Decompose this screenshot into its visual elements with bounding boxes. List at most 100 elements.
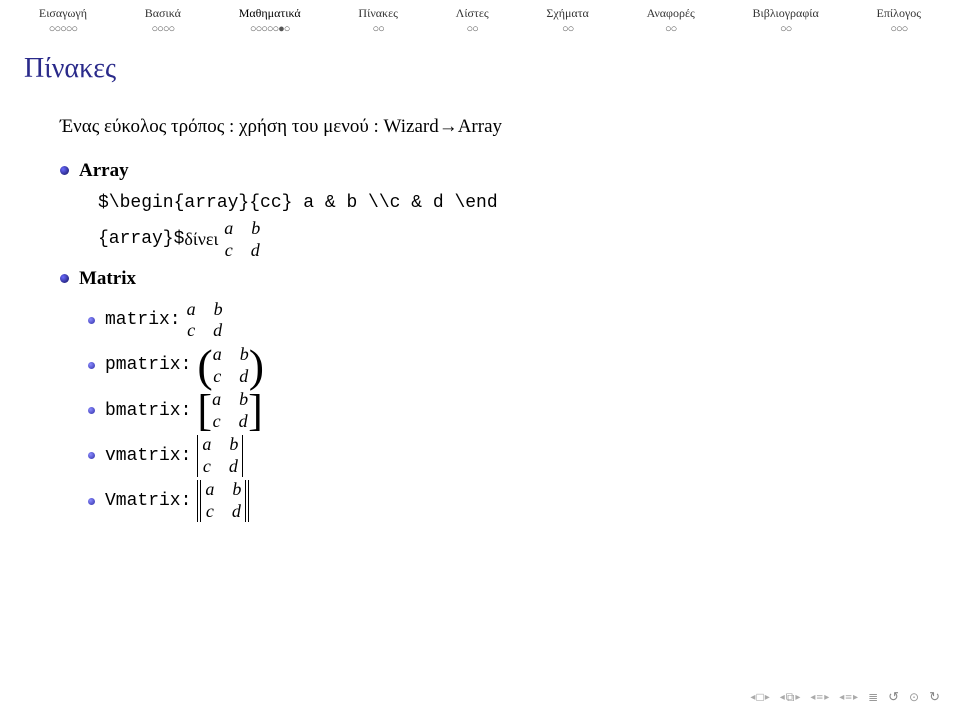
sub-item-vmatrix: vmatrix: ab cd: [60, 434, 960, 477]
m-cell: b: [240, 344, 249, 366]
m-cell: b: [214, 299, 223, 321]
sub-item-bmatrix: bmatrix: [ ab cd ]: [60, 389, 960, 432]
nav-label: Πίνακες: [358, 6, 397, 20]
nav-item[interactable]: Σχήματα ○○: [546, 6, 588, 35]
sub-bullet-icon: [88, 362, 95, 369]
matrix-display: ( ab cd ): [197, 344, 264, 387]
m-cell: c: [206, 501, 214, 523]
matrix-display: ab cd: [187, 299, 223, 342]
beamer-nav-footer: ◂□▸ ◂⧉▸ ◂≡▸ ◂≡▸ ≣ ↺ ⊙ ↻: [750, 689, 940, 705]
nav-label: Βασικά: [145, 6, 181, 20]
arrow-icon: →: [439, 116, 458, 137]
bullet-icon: [60, 274, 69, 283]
item-label: Array: [79, 157, 129, 185]
m-cell: d: [229, 456, 238, 478]
nav-prev-section[interactable]: ◂≡▸: [839, 690, 858, 705]
nav-item[interactable]: Επίλογος ○○○: [877, 6, 922, 35]
m-cell: d: [239, 411, 248, 433]
nav-item[interactable]: Λίστες ○○: [456, 6, 489, 35]
bullet-icon: [60, 166, 69, 175]
item-label: Matrix: [79, 265, 136, 293]
intro-suffix: Array: [458, 116, 502, 137]
nav-item[interactable]: Βασικά ○○○○: [145, 6, 181, 35]
nav-item-active[interactable]: Μαθηματικά ○○○○○●○: [239, 6, 301, 35]
page-title: Πίνακες: [0, 35, 960, 85]
m-cell: c: [213, 411, 221, 433]
nav-item[interactable]: Πίνακες ○○: [358, 6, 397, 35]
sub-item-matrix: matrix: ab cd: [60, 299, 960, 342]
env-name: matrix:: [105, 307, 181, 333]
m-cell: a: [202, 434, 211, 456]
nav-item[interactable]: Αναφορές ○○: [647, 6, 695, 35]
m-cell: a: [224, 218, 233, 240]
nav-progress-dots: ○○: [456, 23, 489, 35]
m-cell: c: [203, 456, 211, 478]
nav-forward-icon[interactable]: ↻: [929, 689, 940, 705]
nav-label: Αναφορές: [647, 6, 695, 20]
sub-bullet-icon: [88, 452, 95, 459]
m-cell: d: [251, 240, 260, 262]
m-cell: a: [213, 344, 222, 366]
m-cell: b: [232, 479, 241, 501]
matrix-display: ab cd: [197, 434, 243, 477]
nav-progress-dots: ○○: [647, 23, 695, 35]
nav-item[interactable]: Εισαγωγή ○○○○○: [39, 6, 87, 35]
right-vbar-icon: [242, 435, 243, 477]
nav-label: Σχήματα: [546, 6, 588, 20]
nav-back-icon[interactable]: ↺: [888, 689, 899, 705]
m-cell: c: [225, 240, 233, 262]
sub-bullet-icon: [88, 317, 95, 324]
m-cell: b: [239, 389, 248, 411]
bullet-item-array: Array: [60, 157, 960, 185]
intro-line: Ένας εύκολος τρόπος : χρήση του μενού : …: [60, 113, 960, 141]
nav-label: Βιβλιογραφία: [753, 6, 819, 20]
env-name: pmatrix:: [105, 352, 191, 378]
right-paren-icon: ): [249, 346, 264, 386]
nav-progress-dots: ○○○○○●○: [239, 23, 301, 35]
code-block: $\begin{array}{cc} a & b \\c & d \end {a…: [60, 190, 960, 261]
matrix-examples-list: matrix: ab cd pmatrix: ( ab cd ): [60, 299, 960, 523]
left-bracket-icon: [: [197, 391, 212, 431]
nav-label: Επίλογος: [877, 6, 922, 20]
nav-progress-dots: ○○: [753, 23, 819, 35]
nav-label: Εισαγωγή: [39, 6, 87, 20]
nav-prev-slide[interactable]: ◂□▸: [750, 690, 769, 705]
nav-label: Λίστες: [456, 6, 489, 20]
m-cell: b: [229, 434, 238, 456]
slide-content: Ένας εύκολος τρόπος : χρήση του μενού : …: [0, 85, 960, 523]
right-dvbar-icon: [245, 480, 249, 522]
nav-item[interactable]: Βιβλιογραφία ○○: [753, 6, 819, 35]
m-cell: c: [213, 366, 221, 388]
env-name: vmatrix:: [105, 443, 191, 469]
nav-label: Μαθηματικά: [239, 6, 301, 20]
matrix-display: ab cd: [224, 218, 260, 261]
sub-bullet-icon: [88, 498, 95, 505]
section-nav: Εισαγωγή ○○○○○ Βασικά ○○○○ Μαθηματικά ○○…: [0, 0, 960, 35]
nav-toc[interactable]: ≣: [868, 690, 878, 705]
code-line: $\begin{array}{cc} a & b \\c & d \end: [98, 190, 960, 218]
bullet-item-matrix: Matrix: [60, 265, 960, 293]
code-line-with-matrix: {array}$ δίνει ab cd: [98, 218, 960, 261]
nav-prev-subsection[interactable]: ◂≡▸: [810, 690, 829, 705]
nav-progress-dots: ○○○: [877, 23, 922, 35]
m-cell: c: [187, 320, 195, 342]
m-cell: d: [213, 320, 222, 342]
nav-progress-dots: ○○○○: [145, 23, 181, 35]
m-cell: a: [187, 299, 196, 321]
matrix-display: ab cd: [197, 479, 249, 522]
right-bracket-icon: ]: [248, 391, 263, 431]
m-cell: a: [212, 389, 221, 411]
nav-search-icon[interactable]: ⊙: [909, 690, 919, 705]
m-cell: b: [251, 218, 260, 240]
nav-prev-frame[interactable]: ◂⧉▸: [780, 690, 801, 705]
intro-prefix: Ένας εύκολος τρόπος : χρήση του μενού : …: [60, 116, 439, 137]
env-name: bmatrix:: [105, 398, 191, 424]
left-paren-icon: (: [197, 346, 212, 386]
sub-item-capvmatrix: Vmatrix: ab cd: [60, 479, 960, 522]
code-part: {array}$: [98, 226, 184, 254]
sub-item-pmatrix: pmatrix: ( ab cd ): [60, 344, 960, 387]
m-cell: d: [239, 366, 248, 388]
nav-progress-dots: ○○: [546, 23, 588, 35]
sub-bullet-icon: [88, 407, 95, 414]
m-cell: d: [232, 501, 241, 523]
